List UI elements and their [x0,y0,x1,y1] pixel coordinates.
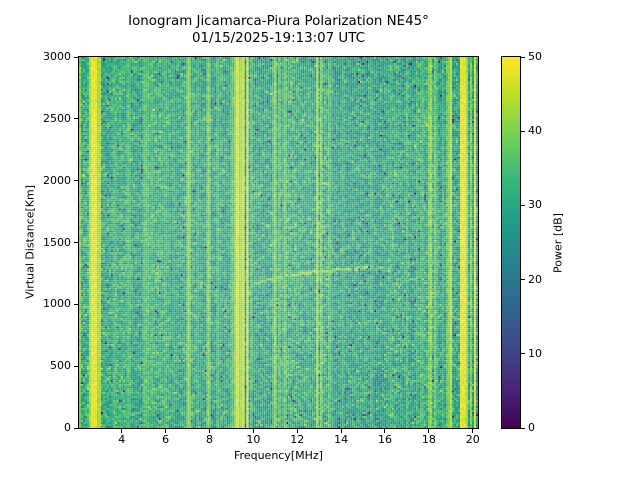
figure-title-block: Ionogram Jicamarca-Piura Polarization NE… [79,13,478,47]
x-tick-label: 4 [118,433,126,446]
ionogram-heatmap [79,57,478,428]
x-tick-mark [296,429,298,433]
y-tick-label: 2500 [43,111,71,125]
colorbar-tick-mark [521,279,525,281]
colorbar-tick-mark [521,204,525,206]
colorbar-tick-label: 10 [528,346,542,360]
colorbar-tick-mark [521,56,525,58]
colorbar-tick-label: 0 [528,421,535,434]
x-tick-mark [252,429,254,433]
x-tick-mark [340,429,342,433]
x-tick-mark [384,429,386,433]
y-tick-label: 1500 [43,235,71,249]
x-tick-label: 10 [246,433,261,446]
colorbar-label: Power [dB] [551,213,565,273]
x-tick-mark [428,429,430,433]
colorbar-tick-mark [521,353,525,355]
figure-subtitle: 01/15/2025-19:13:07 UTC [192,31,365,46]
colorbar-tick-label: 50 [528,50,542,63]
x-tick-label: 12 [290,433,305,446]
colorbar-tick-label: 40 [528,124,542,138]
y-tick-label: 500 [50,359,71,373]
colorbar-tick-label: 30 [528,198,542,212]
x-tick-label: 18 [421,433,436,446]
x-tick-mark [209,429,210,433]
colorbar-gradient [502,57,520,428]
x-tick-mark [165,429,167,433]
x-axis-label: Frequency[MHz] [234,449,323,462]
colorbar-tick-mark [521,130,525,132]
figure-title: Ionogram Jicamarca-Piura Polarization NE… [128,14,429,29]
x-tick-label: 16 [377,433,392,446]
y-tick-label: 3000 [43,50,71,63]
y-tick-mark [74,427,78,429]
y-tick-mark [74,242,78,243]
y-tick-mark [74,303,78,305]
y-tick-mark [74,118,78,120]
x-tick-label: 14 [334,433,349,446]
y-tick-mark [74,180,78,182]
x-tick-label: 20 [465,433,480,446]
y-tick-label: 1000 [43,297,71,311]
x-tick-label: 6 [162,433,170,446]
x-tick-label: 8 [206,433,213,446]
y-tick-label: 2000 [43,173,71,187]
colorbar-tick-mark [521,427,525,429]
y-tick-mark [74,56,78,58]
y-tick-mark [74,365,78,367]
x-tick-mark [121,429,123,433]
colorbar-tick-label: 20 [528,272,542,286]
y-tick-label: 0 [64,421,71,434]
x-tick-mark [472,429,474,433]
